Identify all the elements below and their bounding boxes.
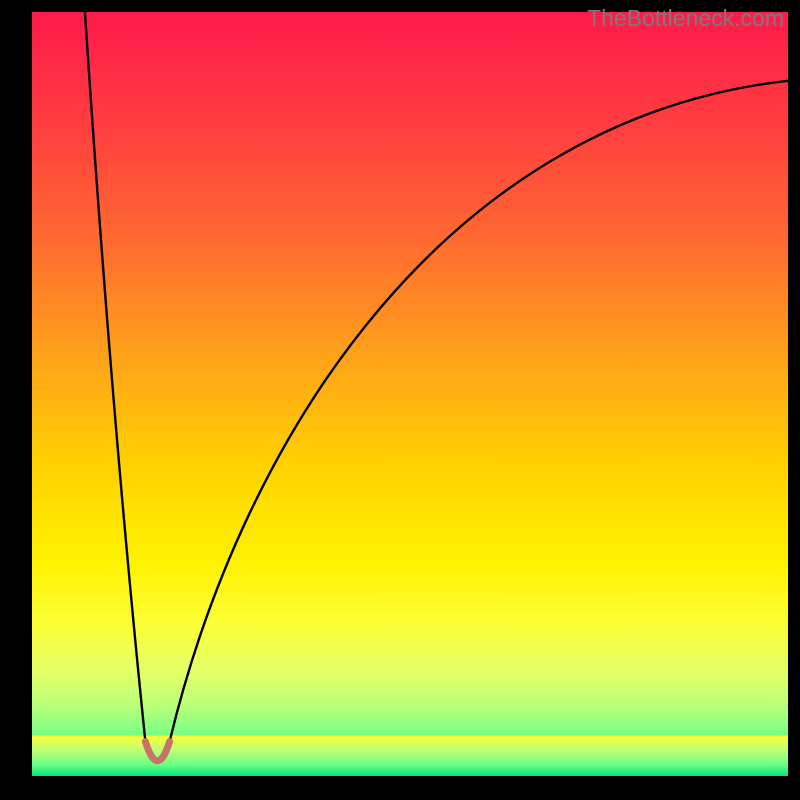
plot-area (32, 12, 788, 776)
figure-root: TheBottleneck.com (0, 0, 800, 800)
gradient-background (32, 12, 788, 776)
watermark-text: TheBottleneck.com (587, 5, 784, 32)
